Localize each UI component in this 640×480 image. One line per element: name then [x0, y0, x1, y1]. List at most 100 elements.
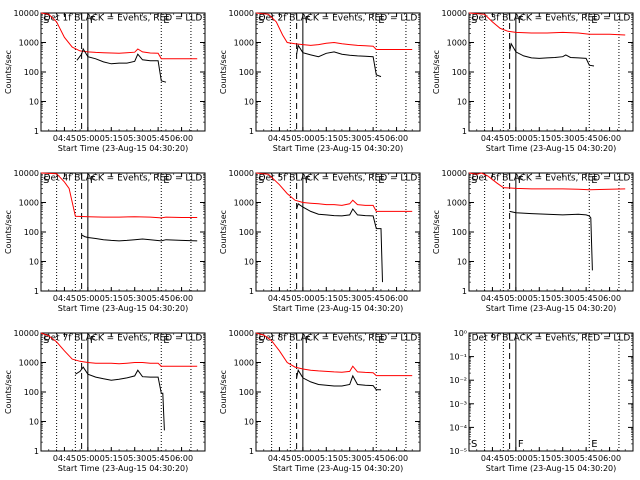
x-tick-label: 05:30	[551, 454, 574, 463]
x-tick-label: 05:30	[551, 294, 574, 303]
x-tick-label: 05:30	[123, 454, 146, 463]
y-tick-label: 10	[244, 418, 254, 427]
x-axis-label: Start Time (23-Aug-15 04:30:20)	[486, 304, 617, 313]
phase-marker-label: E	[163, 15, 169, 26]
x-tick-label: 06:00	[170, 454, 193, 463]
x-tick-label: 05:15	[528, 454, 551, 463]
phase-marker-label: F	[305, 15, 311, 26]
x-tick-label: 06:00	[598, 134, 621, 143]
x-tick-label: 04:45	[481, 454, 504, 463]
phase-marker-label: E	[378, 175, 384, 186]
y-tick-label: 100	[452, 68, 467, 77]
y-tick-label: 10⁰	[454, 329, 467, 338]
y-tick-label: 100	[452, 228, 467, 237]
x-tick-label: 05:30	[551, 134, 574, 143]
x-tick-label: 04:45	[53, 294, 76, 303]
detector-panel: Det 3f BLACK = Events, RED = LLD 1 10 100 10…	[432, 9, 634, 153]
y-tick-label: 1	[249, 287, 254, 296]
y-tick-label: 100	[239, 228, 254, 237]
phase-marker-label: F	[518, 439, 524, 450]
x-axis-label: Start Time (23-Aug-15 04:30:20)	[273, 304, 404, 313]
y-tick-label: 10	[29, 258, 39, 267]
y-tick-label: 100	[239, 388, 254, 397]
x-tick-label: 05:45	[362, 454, 385, 463]
panel-title: Det 3f BLACK = Events, RED = LLD	[472, 14, 631, 24]
x-tick-label: 05:45	[575, 294, 598, 303]
x-tick-label: 04:45	[53, 134, 76, 143]
x-tick-label: 06:00	[170, 134, 193, 143]
detector-panel: Det 1f BLACK = Events, RED = LLD 1 10 100 10…	[4, 9, 206, 153]
y-tick-label: 1	[249, 447, 254, 456]
panel-title: Det 1f BLACK = Events, RED = LLD	[44, 14, 203, 24]
events-series-line	[81, 234, 198, 242]
x-axis-label: Start Time (23-Aug-15 04:30:20)	[58, 144, 189, 153]
y-tick-label: 10	[29, 418, 39, 427]
y-tick-label: 100	[24, 228, 39, 237]
x-tick-label: 04:45	[481, 134, 504, 143]
lld-series-line	[40, 332, 198, 367]
y-axis-label: Counts/sec	[432, 50, 441, 94]
y-tick-label: 1000	[234, 359, 254, 368]
y-tick-label: 10⁻⁵	[449, 447, 467, 456]
y-tick-label: 10000	[442, 169, 467, 178]
phase-marker-label: S	[258, 15, 264, 26]
phase-marker-label: E	[591, 175, 597, 186]
x-axis-label: Start Time (23-Aug-15 04:30:20)	[58, 304, 189, 313]
phase-marker-label: F	[90, 335, 96, 346]
events-series-line	[509, 42, 595, 67]
detector-panel: Det 7f BLACK = Events, RED = LLD 1 10 100 10…	[4, 329, 206, 473]
x-tick-label: 05:30	[338, 134, 361, 143]
plot-frame	[40, 12, 206, 132]
y-tick-label: 1000	[19, 199, 39, 208]
detector-panel: Det 4f BLACK = Events, RED = LLD 1 10 100 10…	[4, 169, 206, 313]
x-tick-label: 05:30	[338, 454, 361, 463]
y-axis-label: Counts/sec	[219, 370, 228, 414]
detector-panel: Det 2f BLACK = Events, RED = LLD 1 10 100 10…	[219, 9, 421, 153]
y-tick-label: 10	[457, 258, 467, 267]
x-tick-label: 06:00	[598, 294, 621, 303]
y-axis-label: Counts/sec	[432, 210, 441, 254]
x-axis-label: Start Time (23-Aug-15 04:30:20)	[273, 144, 404, 153]
y-tick-label: 10	[244, 98, 254, 107]
phase-marker-label: S	[258, 175, 264, 186]
x-tick-label: 05:00	[291, 294, 314, 303]
y-tick-label: 1	[34, 287, 39, 296]
y-tick-label: 1	[249, 127, 254, 136]
y-tick-label: 100	[24, 68, 39, 77]
y-tick-label: 10000	[14, 9, 39, 18]
phase-marker-label: S	[471, 439, 477, 450]
x-tick-label: 04:45	[268, 454, 291, 463]
phase-marker-label: S	[43, 175, 49, 186]
y-tick-label: 10	[244, 258, 254, 267]
y-tick-label: 1	[462, 127, 467, 136]
y-tick-label: 10⁻⁴	[449, 423, 467, 432]
detector-panel: Det 9f BLACK = Events, RED = LLD 10⁻⁵ 10⁻⁴…	[449, 329, 634, 473]
phase-marker-label: F	[305, 335, 311, 346]
detector-panel: Det 8f BLACK = Events, RED = LLD 1 10 100 10…	[219, 329, 421, 473]
y-axis-label: Counts/sec	[219, 210, 228, 254]
phase-marker-label: F	[518, 175, 524, 186]
panel-title: Det 5f BLACK = Events, RED = LLD	[259, 174, 418, 184]
y-tick-label: 10000	[14, 169, 39, 178]
y-tick-label: 10	[457, 98, 467, 107]
x-tick-label: 05:45	[362, 134, 385, 143]
phase-marker-label: F	[90, 175, 96, 186]
y-tick-label: 1000	[447, 199, 467, 208]
plot-frame	[468, 12, 634, 132]
y-tick-label: 10000	[229, 329, 254, 338]
plot-frame	[468, 332, 634, 452]
x-tick-label: 05:15	[528, 294, 551, 303]
events-series-line	[75, 366, 165, 431]
x-axis-label: Start Time (23-Aug-15 04:30:20)	[486, 144, 617, 153]
phase-marker-label: F	[305, 175, 311, 186]
lld-series-line	[468, 12, 626, 36]
x-tick-label: 06:00	[170, 294, 193, 303]
phase-marker-label: S	[43, 15, 49, 26]
y-tick-label: 10⁻²	[449, 376, 467, 385]
y-tick-label: 10000	[229, 9, 254, 18]
x-tick-label: 04:45	[481, 294, 504, 303]
x-tick-label: 06:00	[385, 454, 408, 463]
lld-series-line	[468, 172, 626, 191]
y-tick-label: 1000	[19, 39, 39, 48]
plot-frame	[468, 172, 634, 292]
